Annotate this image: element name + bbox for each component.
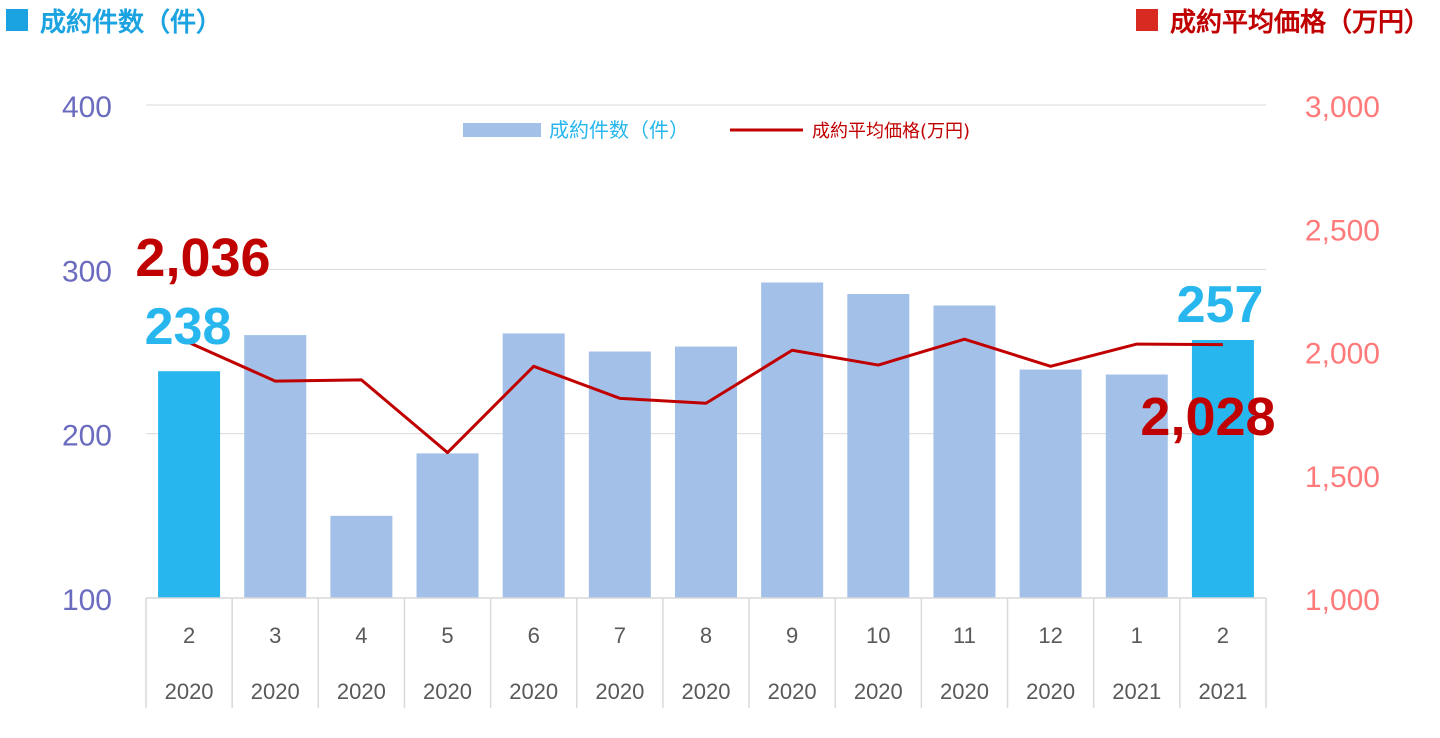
line-value-label-first: 2,036 bbox=[135, 228, 270, 288]
left-series-square-icon bbox=[6, 9, 28, 31]
x-tick-year-label: 2020 bbox=[595, 679, 644, 704]
bar bbox=[1105, 374, 1168, 598]
x-tick-month-label: 11 bbox=[953, 623, 976, 648]
x-tick-month-label: 10 bbox=[866, 623, 890, 648]
x-tick-month-label: 3 bbox=[269, 623, 281, 648]
x-tick-month-label: 2 bbox=[1217, 623, 1229, 648]
bar bbox=[933, 305, 996, 598]
x-tick-year-label: 2020 bbox=[768, 679, 817, 704]
left-axis-title: 成約件数（件） bbox=[6, 0, 222, 40]
x-tick-year-label: 2020 bbox=[251, 679, 300, 704]
x-tick-month-label: 8 bbox=[700, 623, 712, 648]
right-axis-title-text: 成約平均価格（万円） bbox=[1169, 7, 1430, 38]
left-axis-title-text: 成約件数（件） bbox=[40, 7, 223, 38]
bar bbox=[244, 335, 307, 598]
price-line bbox=[188, 337, 1223, 455]
x-tick-year-label: 2021 bbox=[1198, 679, 1247, 704]
x-tick-month-label: 9 bbox=[786, 623, 798, 648]
x-tick-year-label: 2021 bbox=[1112, 679, 1161, 704]
x-tick-year-label: 2020 bbox=[337, 679, 386, 704]
right-axis-title: 成約平均価格（万円） bbox=[1135, 0, 1430, 40]
left-axis-tick-label: 300 bbox=[62, 255, 112, 288]
x-tick-year-label: 2020 bbox=[1026, 679, 1075, 704]
x-tick-month-label: 4 bbox=[355, 623, 367, 648]
right-series-square-icon bbox=[1135, 9, 1158, 31]
x-tick-year-label: 2020 bbox=[854, 679, 903, 704]
right-axis-tick-label: 2,500 bbox=[1305, 214, 1380, 247]
bar-value-label-last: 257 bbox=[1177, 276, 1264, 334]
right-axis-tick-label: 2,000 bbox=[1305, 338, 1380, 371]
x-tick-month-label: 12 bbox=[1038, 623, 1062, 648]
left-axis-tick-label: 400 bbox=[62, 91, 112, 124]
bar bbox=[761, 282, 824, 598]
left-axis-tick-label: 100 bbox=[62, 584, 112, 617]
x-tick-year-label: 2020 bbox=[509, 679, 558, 704]
x-tick-month-label: 1 bbox=[1131, 623, 1143, 648]
right-axis-tick-label: 1,000 bbox=[1305, 584, 1380, 617]
bar bbox=[1019, 369, 1082, 598]
x-tick-year-label: 2020 bbox=[165, 679, 214, 704]
x-tick-month-label: 6 bbox=[528, 623, 540, 648]
legend-bar-label: 成約件数（件） bbox=[549, 118, 689, 142]
x-tick-year-label: 2020 bbox=[423, 679, 472, 704]
bar bbox=[416, 453, 479, 598]
right-axis-tick-label: 1,500 bbox=[1305, 461, 1380, 494]
x-tick-month-label: 2 bbox=[183, 623, 195, 648]
x-tick-year-label: 2020 bbox=[682, 679, 731, 704]
x-tick-month-label: 7 bbox=[614, 623, 626, 648]
x-tick-month-label: 5 bbox=[441, 623, 453, 648]
bar bbox=[847, 293, 910, 598]
x-tick-year-label: 2020 bbox=[940, 679, 989, 704]
bar bbox=[675, 346, 737, 598]
bar bbox=[1191, 339, 1254, 598]
bar bbox=[588, 351, 651, 598]
right-axis-tick-label: 3,000 bbox=[1305, 91, 1380, 124]
bar bbox=[158, 371, 221, 598]
left-axis-tick-label: 200 bbox=[62, 420, 112, 453]
bar-value-label-first: 238 bbox=[145, 298, 232, 356]
line-value-label-last: 2,028 bbox=[1140, 387, 1275, 447]
bar bbox=[330, 515, 393, 598]
legend-line-label: 成約平均価格(万円) bbox=[812, 121, 970, 142]
legend-bar-swatch bbox=[463, 123, 541, 137]
bar bbox=[502, 333, 565, 598]
